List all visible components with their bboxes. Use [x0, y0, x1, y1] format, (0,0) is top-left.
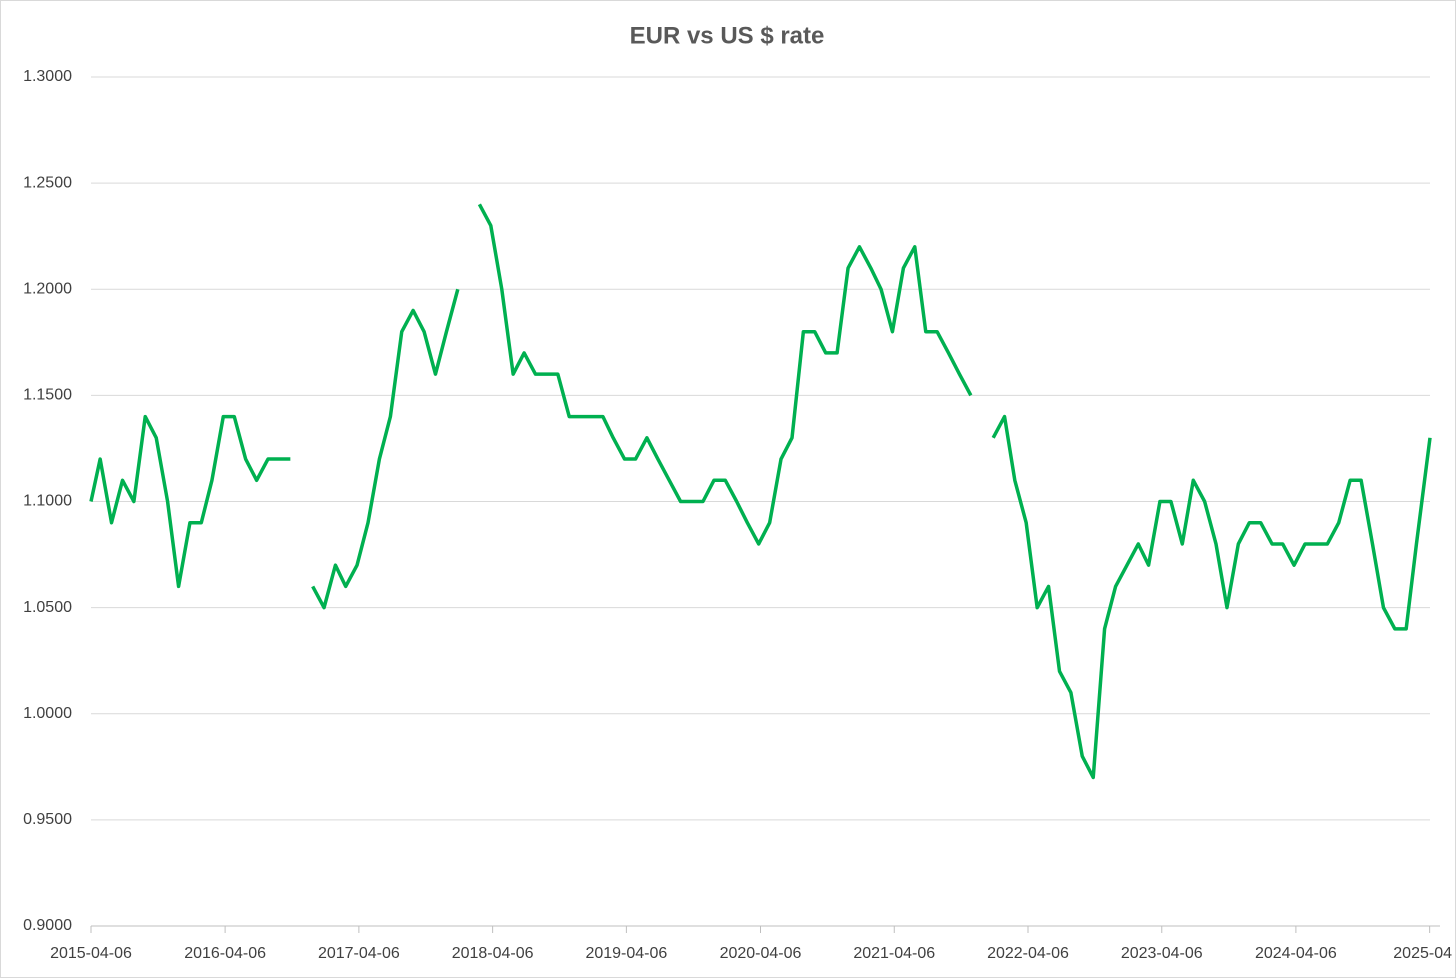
- x-tick-label: 2025-04: [1393, 945, 1452, 962]
- data-line: [89, 203, 1432, 780]
- x-tick-label: 2023-04-06: [1121, 945, 1203, 962]
- y-tick-label: 0.9500: [23, 811, 72, 828]
- x-tick-label: 2021-04-06: [853, 945, 935, 962]
- x-tick-label: 2024-04-06: [1255, 945, 1337, 962]
- x-tick-label: 2016-04-06: [184, 945, 266, 962]
- x-tick-label: 2020-04-06: [720, 945, 802, 962]
- y-tick-label: 0.9000: [23, 917, 72, 934]
- x-tick-label: 2019-04-06: [585, 945, 667, 962]
- x-tick-label: 2015-04-06: [50, 945, 132, 962]
- y-tick-label: 1.2000: [23, 280, 72, 297]
- y-tick-label: 1.1000: [23, 493, 72, 510]
- y-tick-label: 1.0000: [23, 705, 72, 722]
- y-tick-label: 1.3000: [23, 68, 72, 85]
- y-tick-label: 1.2500: [23, 174, 72, 191]
- x-tick-label: 2018-04-06: [452, 945, 534, 962]
- x-tick-label: 2022-04-06: [987, 945, 1069, 962]
- chart-title: EUR vs US $ rate: [630, 22, 825, 49]
- x-tick-label: 2017-04-06: [318, 945, 400, 962]
- y-tick-label: 1.0500: [23, 599, 72, 616]
- y-tick-label: 1.1500: [23, 387, 72, 404]
